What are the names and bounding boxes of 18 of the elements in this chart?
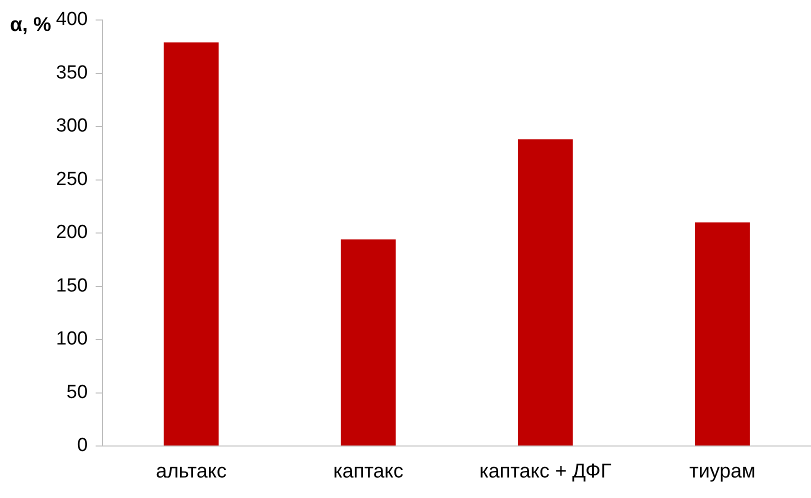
bar	[340, 239, 396, 446]
y-tick-label: 350	[56, 62, 88, 84]
y-tick-label: 0	[77, 435, 88, 456]
x-tick-label: альтакс	[156, 460, 227, 483]
y-tick-label: 100	[56, 328, 88, 350]
x-tick-label: каптакс	[333, 460, 404, 483]
y-tick-label: 300	[56, 116, 88, 137]
y-tick-label: 400	[56, 9, 88, 30]
y-axis-title: α, %	[10, 14, 52, 37]
y-tick-label: 200	[56, 222, 88, 244]
x-tick-label: тиурам	[689, 460, 756, 483]
y-tick-label: 150	[56, 275, 88, 296]
bar	[164, 42, 219, 446]
bar	[518, 139, 573, 446]
bar	[695, 222, 750, 446]
y-tick-label: 50	[66, 382, 88, 403]
y-tick-label: 250	[56, 168, 88, 190]
x-tick-label: каптакс + ДФГ	[479, 460, 612, 483]
